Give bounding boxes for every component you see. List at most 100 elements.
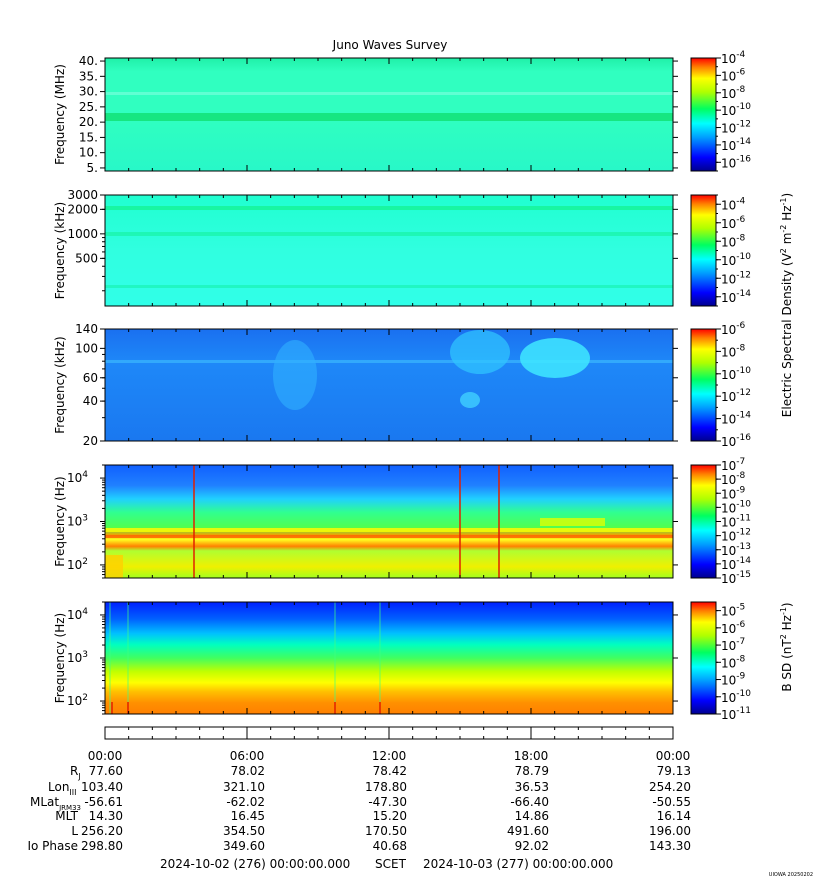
y-tick-label: 15. xyxy=(79,130,98,144)
y-tick-label: 2000 xyxy=(67,202,98,216)
ephem-value: 92.02 xyxy=(515,839,549,853)
chart-title: Juno Waves Survey xyxy=(332,38,448,52)
colorbar-tick-label: 10-10 xyxy=(721,102,751,118)
watermark: UIOWA 20250202 xyxy=(769,872,813,878)
colorbar-tick-label: 10-12 xyxy=(721,120,751,136)
ephem-value: 16.14 xyxy=(657,809,691,823)
svg-text:Electric Spectral Density (V2: Electric Spectral Density (V2 m-2 Hz-1) xyxy=(779,193,794,417)
colorbar-gradient xyxy=(690,328,717,442)
colorbar-tick-label: 10-14 xyxy=(721,411,751,427)
colorbar-tick-label: 10-12 xyxy=(721,528,751,544)
colorbar-tick-label: 10-12 xyxy=(721,388,751,404)
y-tick-label: 30. xyxy=(79,85,98,99)
time-axis xyxy=(104,726,674,740)
y-axis-label: Frequency (kHz) xyxy=(53,336,67,433)
y-tick-label: 10. xyxy=(79,146,98,160)
y-tick-label: 104 xyxy=(67,607,88,622)
emission-band xyxy=(105,113,673,121)
colorbar-tick-label: 10-6 xyxy=(721,215,746,231)
emission-band xyxy=(105,535,673,538)
y-tick-label: 40. xyxy=(79,54,98,68)
colorbar-tick-label: 10-8 xyxy=(721,654,746,670)
y-axis-label: Frequency (Hz) xyxy=(53,613,67,704)
spectrogram-background xyxy=(105,602,673,714)
emission-band xyxy=(105,206,673,210)
ephem-value: -56.61 xyxy=(84,795,123,809)
emission-band xyxy=(105,285,673,288)
colorbar-tick-label: 10-4 xyxy=(721,196,746,212)
time-tick-label: 18:00 xyxy=(514,749,549,763)
ephem-value: 78.42 xyxy=(373,764,407,778)
ephem-label-mlat: MLatJRM33 xyxy=(30,795,81,812)
ephem-value: 78.02 xyxy=(231,764,265,778)
ephem-value: 14.86 xyxy=(515,809,549,823)
ephem-value: 321.10 xyxy=(223,780,265,794)
ephem-label-mlt: MLT xyxy=(55,809,78,823)
y-tick-label: 5. xyxy=(87,161,98,175)
colorbar-tick-label: 10-8 xyxy=(721,233,746,249)
ephem-value: 36.53 xyxy=(515,780,549,794)
colorbar-tick-label: 10-7 xyxy=(721,457,745,473)
colorbars: 10-410-610-810-1010-1210-1410-1610-410-6… xyxy=(690,50,751,722)
ephem-value: 349.60 xyxy=(223,839,265,853)
colorbar-gradient xyxy=(690,194,717,307)
y-tick-label: 102 xyxy=(67,693,88,708)
ephem-value: 170.50 xyxy=(365,824,407,838)
colorbar-gradient xyxy=(690,464,717,579)
spectrogram-panels: 5.10. 15.20.25.30. 35.40. Frequency (MHz) 30… xyxy=(53,54,678,715)
y-tick-label: 20 xyxy=(83,434,98,448)
time-tick-label: 06:00 xyxy=(230,749,265,763)
emission-band xyxy=(105,360,673,363)
colorbar-tick-label: 10-12 xyxy=(721,270,751,286)
colorbar-2: 10-4 10-6 10-8 10-10 10-12 10-14 xyxy=(690,194,751,307)
colorbar-tick-label: 10-10 xyxy=(721,689,751,705)
spectrogram-background xyxy=(105,329,673,441)
ephem-value: 14.30 xyxy=(89,809,123,823)
emission-patch xyxy=(460,392,480,408)
y-tick-label: 500 xyxy=(75,251,98,265)
ephem-value: 143.30 xyxy=(649,839,691,853)
time-tick-label: 00:00 xyxy=(88,749,123,763)
y-tick-label: 102 xyxy=(67,557,88,572)
emission-band xyxy=(105,92,673,95)
colorbar-tick-label: 10-9 xyxy=(721,672,746,688)
ephem-value: 79.13 xyxy=(657,764,691,778)
footer-start-time: 2024-10-02 (276) 00:00:00.000 xyxy=(160,857,350,871)
colorbar-title-magnetic: B SD (nT2 Hz-1) xyxy=(779,602,794,691)
svg-text:B SD (nT2 Hz-1): B SD (nT2 Hz-1) xyxy=(779,602,794,691)
y-axis-label: Frequency (Hz) xyxy=(53,476,67,567)
colorbar-tick-label: 10-10 xyxy=(721,499,751,515)
colorbar-title-electric: Electric Spectral Density (V2 m-2 Hz-1) xyxy=(779,193,794,417)
ephem-value: 103.40 xyxy=(81,780,123,794)
colorbar-tick-label: 10-14 xyxy=(721,556,751,572)
colorbar-tick-label: 10-8 xyxy=(721,343,746,359)
colorbar-tick-label: 10-6 xyxy=(721,67,746,83)
ephem-value: 40.68 xyxy=(373,839,407,853)
colorbar-tick-label: 10-10 xyxy=(721,252,751,268)
y-tick-label: 103 xyxy=(67,650,88,665)
ephem-label-l: L xyxy=(71,824,78,838)
ephem-label-rj: RJ xyxy=(70,764,81,781)
y-tick-label: 60 xyxy=(83,371,98,385)
ephem-value: 298.80 xyxy=(81,839,123,853)
y-tick-label: 25. xyxy=(79,100,98,114)
y-tick-label: 140 xyxy=(75,322,98,336)
colorbar-tick-label: 10-8 xyxy=(721,85,746,101)
colorbar-tick-label: 10-8 xyxy=(721,471,746,487)
emission-patch xyxy=(520,338,590,378)
colorbar-tick-label: 10-7 xyxy=(721,637,745,653)
y-axis-label: Frequency (MHz) xyxy=(53,64,67,165)
colorbar-tick-label: 10-11 xyxy=(721,514,751,530)
emission-band xyxy=(105,528,673,532)
spectrogram-background xyxy=(105,195,673,306)
ephem-value: 196.00 xyxy=(649,824,691,838)
time-tick-label: 00:00 xyxy=(656,749,691,763)
ephem-value: 491.60 xyxy=(507,824,549,838)
ephemeris-table: RJ LonIII MLatJRM33 MLT L Io Phase 77.60… xyxy=(27,764,691,853)
colorbar-tick-label: 10-9 xyxy=(721,485,746,501)
time-tick-label: 12:00 xyxy=(372,749,407,763)
ephem-value: 254.20 xyxy=(649,780,691,794)
